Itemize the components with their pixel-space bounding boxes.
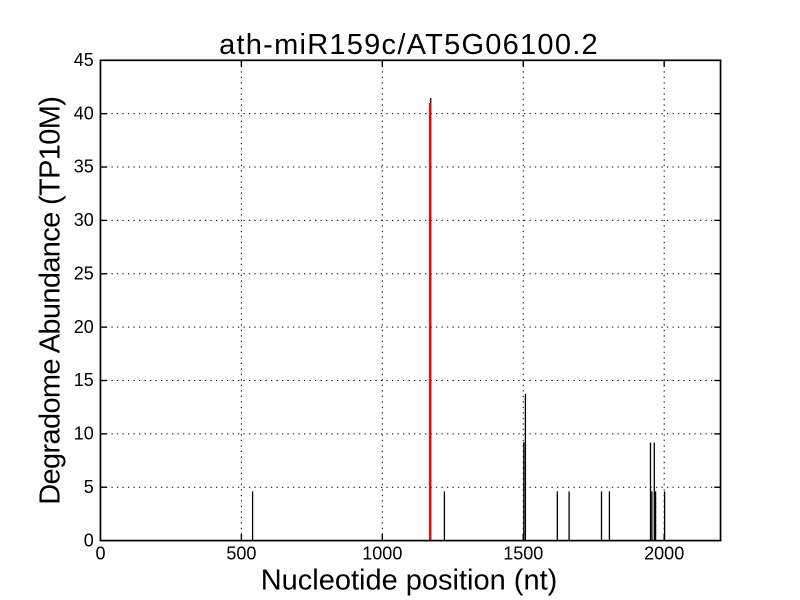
svg-text:ath-miR159c/AT5G06100.2: ath-miR159c/AT5G06100.2 [219, 29, 599, 61]
svg-text:0: 0 [84, 530, 94, 550]
svg-text:2000: 2000 [644, 544, 684, 564]
svg-text:0: 0 [95, 544, 105, 564]
svg-text:30: 30 [74, 210, 94, 230]
svg-text:Nucleotide position (nt): Nucleotide position (nt) [261, 564, 558, 596]
svg-text:45: 45 [74, 50, 94, 70]
svg-text:25: 25 [74, 263, 94, 283]
svg-text:5: 5 [84, 477, 94, 497]
svg-text:40: 40 [74, 103, 94, 123]
svg-text:Degradome Abundance (TP10M): Degradome Abundance (TP10M) [35, 97, 67, 505]
svg-text:10: 10 [74, 424, 94, 444]
svg-text:500: 500 [226, 544, 256, 564]
svg-text:35: 35 [74, 157, 94, 177]
svg-text:1500: 1500 [503, 544, 543, 564]
svg-text:1000: 1000 [362, 544, 402, 564]
svg-text:15: 15 [74, 370, 94, 390]
svg-text:20: 20 [74, 317, 94, 337]
